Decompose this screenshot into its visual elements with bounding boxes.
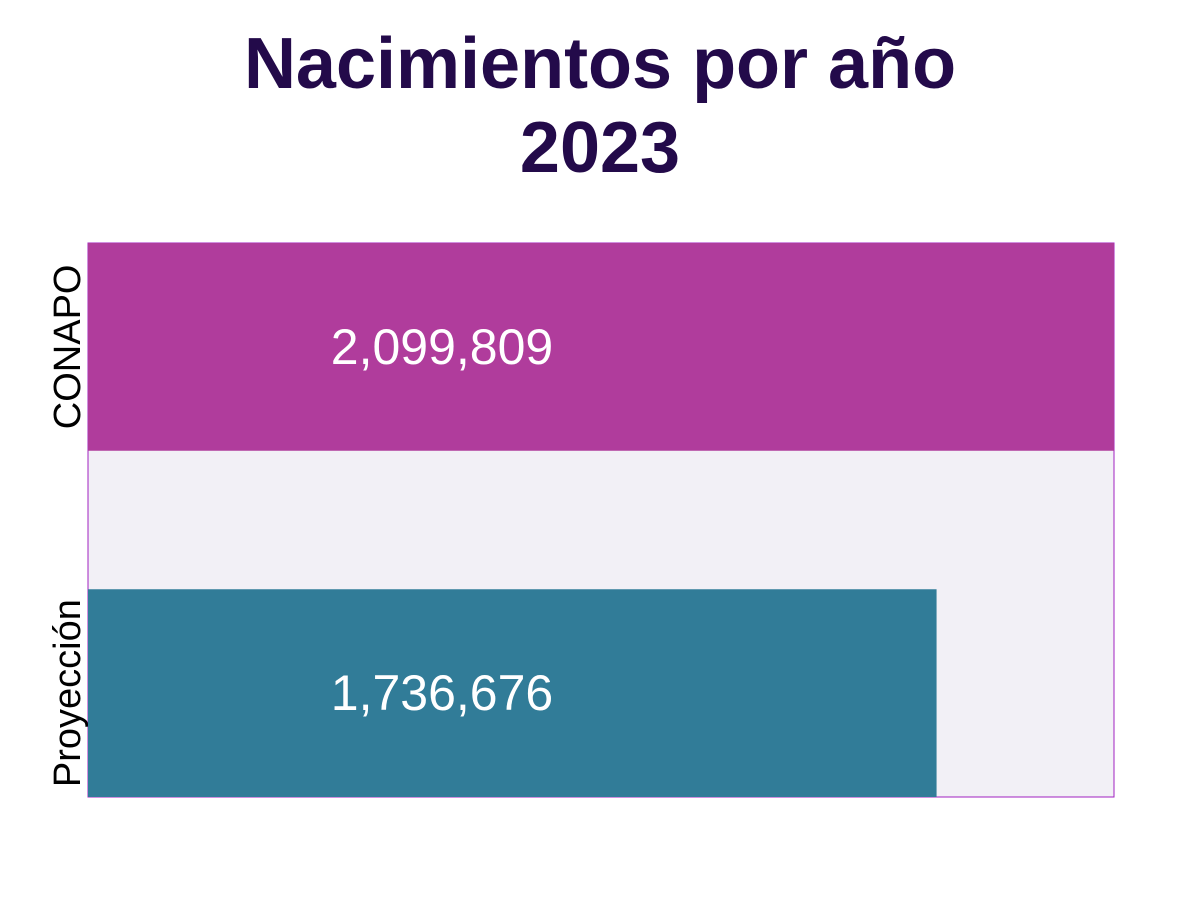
bar-conapo <box>88 243 1114 451</box>
chart-title-line1: Nacimientos por año <box>243 24 957 104</box>
bar-proyeccion <box>88 589 937 797</box>
bar-value-label: 2,099,809 <box>331 319 553 375</box>
bar-value-label: 1,736,676 <box>331 665 553 721</box>
chart-title: Nacimientos por año 2023 <box>0 22 1200 190</box>
bars-layer: 2,099,809 1,736,676 <box>88 243 1114 797</box>
category-labels-layer: CONAPO Proyección <box>47 265 89 788</box>
chart-title-line2: 2023 <box>519 108 681 188</box>
category-label: CONAPO <box>47 265 89 430</box>
category-label: Proyección <box>47 599 89 787</box>
